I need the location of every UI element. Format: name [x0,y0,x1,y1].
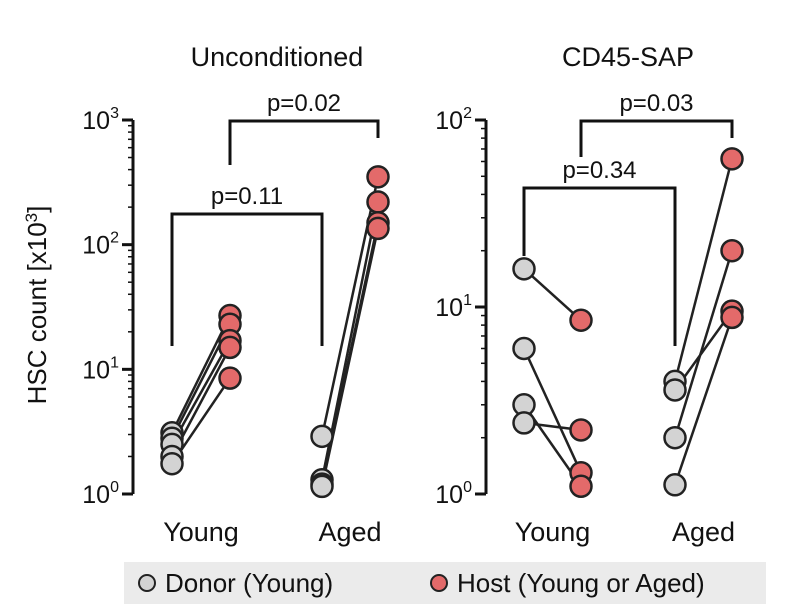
host-point [218,335,242,360]
donor-point [160,451,184,476]
p-value-label: p=0.03 [619,90,693,117]
chart-panel-2: CD45-SAP 100 101 102 Young Aged p=0.34 p=0.03 [435,42,744,547]
pair-line [523,267,582,322]
significance-bracket [228,119,380,165]
host-point [569,418,593,442]
x-tick-label-young: Young [163,517,239,547]
x-tick-label-aged: Aged [318,517,381,547]
panels: Unconditioned 100 101 102 103 Young Aged p=0.11… [82,42,744,547]
pair-line [320,228,380,487]
chart-title: Unconditioned [191,42,364,72]
donor-point [663,378,687,402]
legend: Donor (Young) Host (Young or Aged) [124,562,766,604]
p-value-label: p=0.02 [267,90,341,117]
host-point [720,147,744,171]
p-value-label: p=0.11 [211,183,283,210]
host-point [366,165,390,189]
x-tick-label-young: Young [515,517,591,547]
chart-panel-1: Unconditioned 100 101 102 103 Young Aged p=0.11… [82,42,390,547]
donor-marker-icon [138,574,156,592]
chart-title: CD45-SAP [562,42,694,72]
host-point [720,238,744,263]
x-tick-label-aged: Aged [672,517,735,547]
legend-label-donor: Donor (Young) [165,567,334,598]
host-point [366,190,390,214]
donor-point [310,424,334,449]
y-axis-label: HSC count [x103] [22,206,52,405]
pair-line [673,250,734,439]
y-tick-label: 100 [82,479,119,509]
significance-bracket [170,212,324,346]
y-tick-label: 102 [435,105,472,135]
significance-bracket [579,119,734,157]
y-tick-label: 101 [435,292,472,322]
donor-point [512,336,536,361]
donor-point [512,257,536,281]
pair-line [522,347,583,474]
host-point [218,366,242,390]
host-point [569,308,593,332]
y-tick-label: 103 [82,105,119,135]
pair-line [673,158,734,382]
host-marker-icon [430,574,448,592]
pair-line [673,316,734,486]
legend-item-donor: Donor (Young) [138,568,333,598]
donor-point [663,473,687,497]
p-value-label: p=0.34 [562,157,636,184]
y-tick-label: 101 [82,354,119,384]
y-tick-label: 100 [435,479,472,509]
host-point [569,474,593,499]
donor-point [512,411,536,435]
host-point [366,216,390,241]
significance-bracket [522,186,677,346]
donor-point [663,425,687,450]
legend-item-host: Host (Young or Aged) [430,568,705,598]
host-point [720,305,744,330]
legend-label-host: Host (Young or Aged) [457,567,705,598]
donor-point [310,474,334,499]
y-tick-label: 102 [82,230,119,260]
